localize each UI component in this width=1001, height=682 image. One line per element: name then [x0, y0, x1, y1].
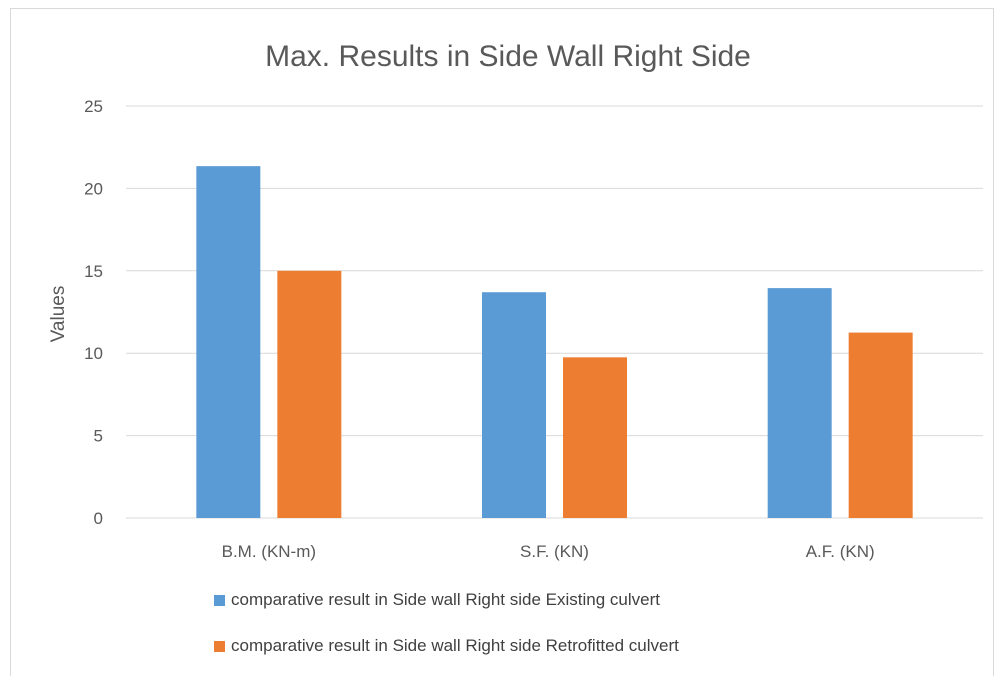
legend-label-existing: comparative result in Side wall Right si…	[231, 590, 660, 609]
bar-existing-2	[767, 288, 832, 518]
legend-swatch-retrofitted	[214, 640, 225, 652]
bar-retrofitted-2	[848, 332, 913, 518]
x-tick-label: A.F. (KN)	[806, 542, 875, 561]
chart-title: Max. Results in Side Wall Right Side	[265, 40, 751, 73]
y-tick-label: 20	[84, 179, 103, 198]
legend-label-retrofitted: comparative result in Side wall Right si…	[231, 636, 679, 655]
legend-swatch-existing	[214, 594, 225, 606]
y-tick-label: 10	[84, 344, 103, 363]
bar-retrofitted-1	[563, 357, 627, 518]
bars	[196, 166, 913, 519]
x-tick-label: B.M. (KN-m)	[222, 542, 316, 561]
y-axis-label: Values	[48, 286, 69, 343]
bar-retrofitted-0	[277, 270, 342, 518]
bar-existing-0	[196, 166, 261, 519]
legend: comparative result in Side wall Right si…	[214, 590, 679, 682]
y-tick-label: 5	[94, 427, 103, 446]
legend-item-existing: comparative result in Side wall Right si…	[214, 590, 679, 610]
x-axis-ticks: B.M. (KN-m) S.F. (KN) A.F. (KN)	[222, 542, 875, 561]
legend-item-retrofitted: comparative result in Side wall Right si…	[214, 636, 679, 656]
y-tick-label: 15	[84, 262, 103, 281]
chart-frame	[10, 8, 994, 676]
y-tick-label: 0	[94, 509, 103, 528]
gridlines	[126, 105, 983, 519]
bar-existing-1	[482, 292, 546, 518]
y-tick-label: 25	[84, 97, 103, 116]
x-tick-label: S.F. (KN)	[520, 542, 589, 561]
y-axis-ticks: 0 5 10 15 20 25	[84, 97, 103, 528]
